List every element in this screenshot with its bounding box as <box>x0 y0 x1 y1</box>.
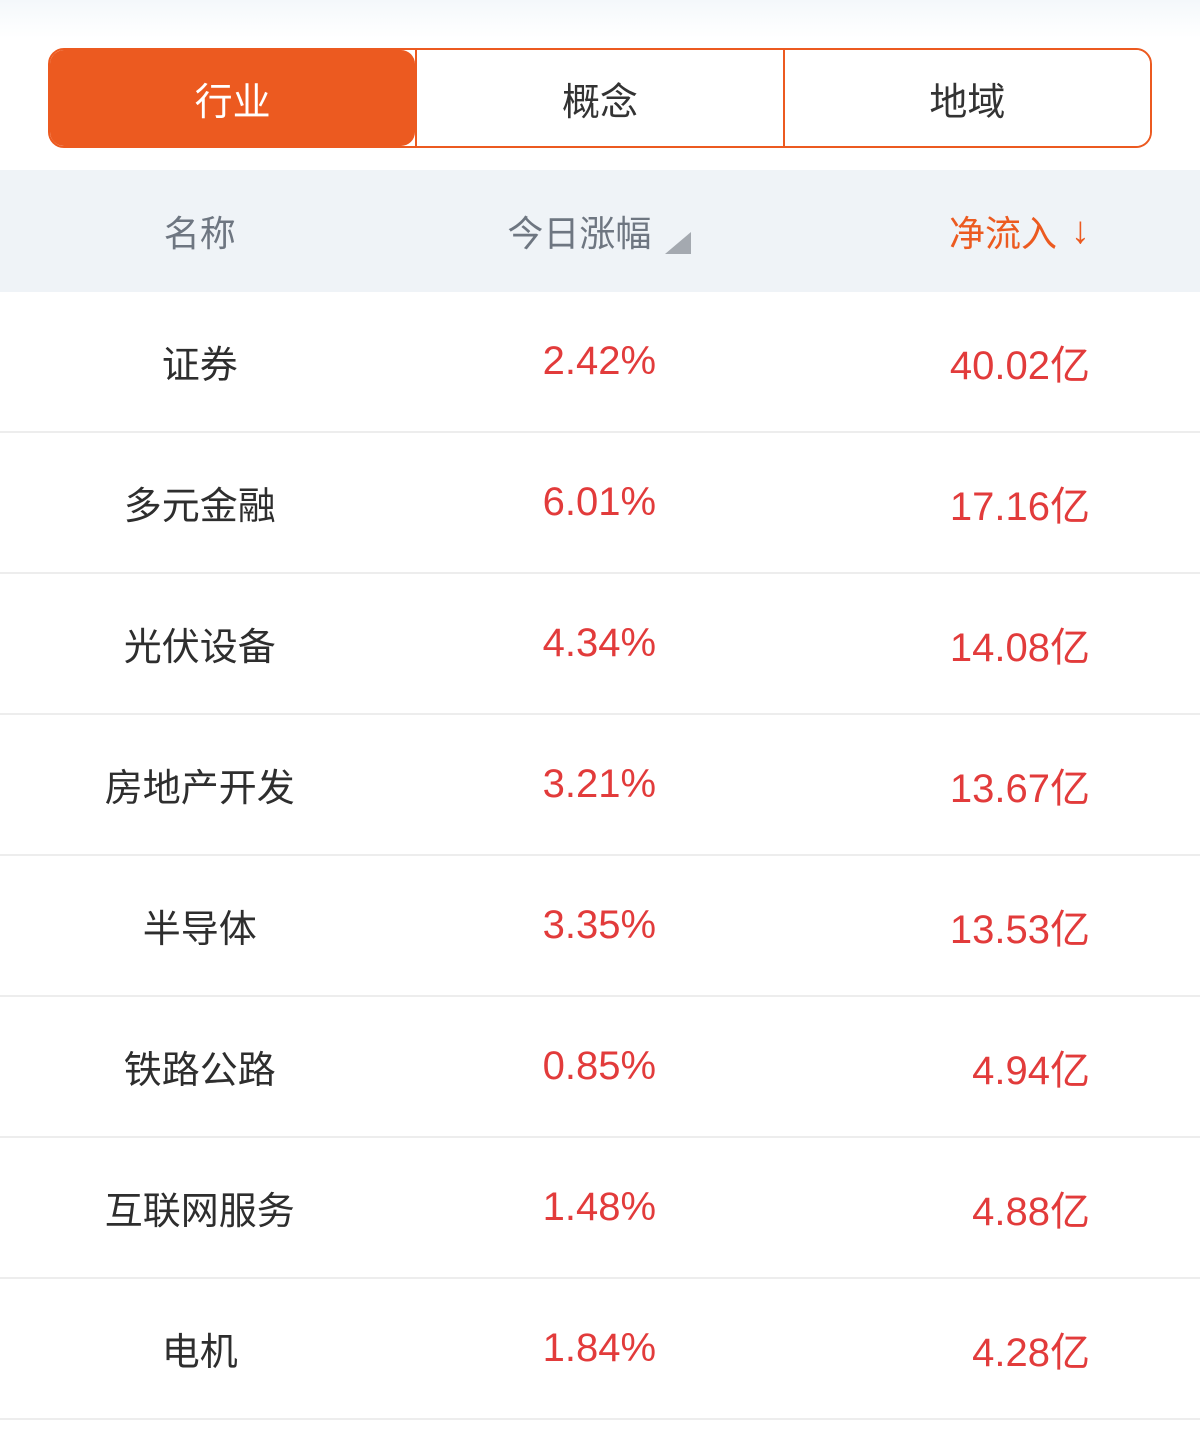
tab-industry[interactable]: 行业 <box>50 50 416 146</box>
sort-triangle-icon <box>665 232 692 254</box>
table-row[interactable]: 光伏设备 4.34% 14.08亿 <box>0 574 1200 715</box>
table-row[interactable]: 半导体 3.35% 13.53亿 <box>0 856 1200 997</box>
row-change: 2.42% <box>542 339 657 383</box>
row-name: 光伏设备 <box>123 627 276 669</box>
column-header-inflow-label: 净流入 <box>948 213 1057 254</box>
row-inflow: 4.94亿 <box>972 1048 1090 1093</box>
table-row[interactable]: 铁路公路 0.85% 4.94亿 <box>0 997 1200 1138</box>
row-name: 互联网服务 <box>104 1191 295 1233</box>
row-name: 半导体 <box>142 909 257 951</box>
column-header-name-label: 名称 <box>163 213 236 254</box>
sort-desc-arrow-icon: ↓ <box>1070 209 1090 252</box>
column-header-name: 名称 <box>0 205 400 257</box>
table-row[interactable]: 电机 1.84% 4.28亿 <box>0 1279 1200 1420</box>
row-inflow: 4.88亿 <box>972 1189 1090 1234</box>
tab-region[interactable]: 地域 <box>782 50 1150 146</box>
sector-table: 证券 2.42% 40.02亿 多元金融 6.01% 17.16亿 光伏设备 4… <box>0 292 1200 1420</box>
row-change: 6.01% <box>542 480 657 524</box>
row-inflow: 13.67亿 <box>949 766 1090 811</box>
row-change: 4.34% <box>542 621 657 665</box>
sector-tab-group: 行业 概念 地域 <box>48 48 1152 148</box>
table-row[interactable]: 房地产开发 3.21% 13.67亿 <box>0 715 1200 856</box>
row-change: 1.84% <box>542 1326 657 1370</box>
row-name: 铁路公路 <box>123 1050 276 1092</box>
table-row[interactable]: 多元金融 6.01% 17.16亿 <box>0 433 1200 574</box>
column-header-inflow[interactable]: 净流入 ↓ <box>799 205 1200 257</box>
tab-concept[interactable]: 概念 <box>415 50 783 146</box>
row-inflow: 17.16亿 <box>949 484 1090 529</box>
row-inflow: 13.53亿 <box>949 907 1090 952</box>
row-name: 电机 <box>161 1332 238 1374</box>
row-change: 3.21% <box>542 762 657 806</box>
row-name: 证券 <box>161 345 238 387</box>
row-change: 0.85% <box>542 1044 657 1088</box>
row-inflow: 4.28亿 <box>972 1330 1090 1375</box>
status-bar-strip <box>0 0 1200 38</box>
table-row[interactable]: 证券 2.42% 40.02亿 <box>0 292 1200 433</box>
row-change: 1.48% <box>542 1185 657 1229</box>
row-name: 多元金融 <box>123 486 276 528</box>
row-change: 3.35% <box>542 903 657 947</box>
column-header-change-label: 今日涨幅 <box>507 213 652 254</box>
column-header-change[interactable]: 今日涨幅 <box>400 205 800 257</box>
table-row[interactable]: 互联网服务 1.48% 4.88亿 <box>0 1138 1200 1279</box>
row-name: 房地产开发 <box>104 768 295 810</box>
row-inflow: 40.02亿 <box>949 343 1090 388</box>
row-inflow: 14.08亿 <box>949 625 1090 670</box>
table-header-row: 名称 今日涨幅 净流入 ↓ <box>0 170 1200 292</box>
